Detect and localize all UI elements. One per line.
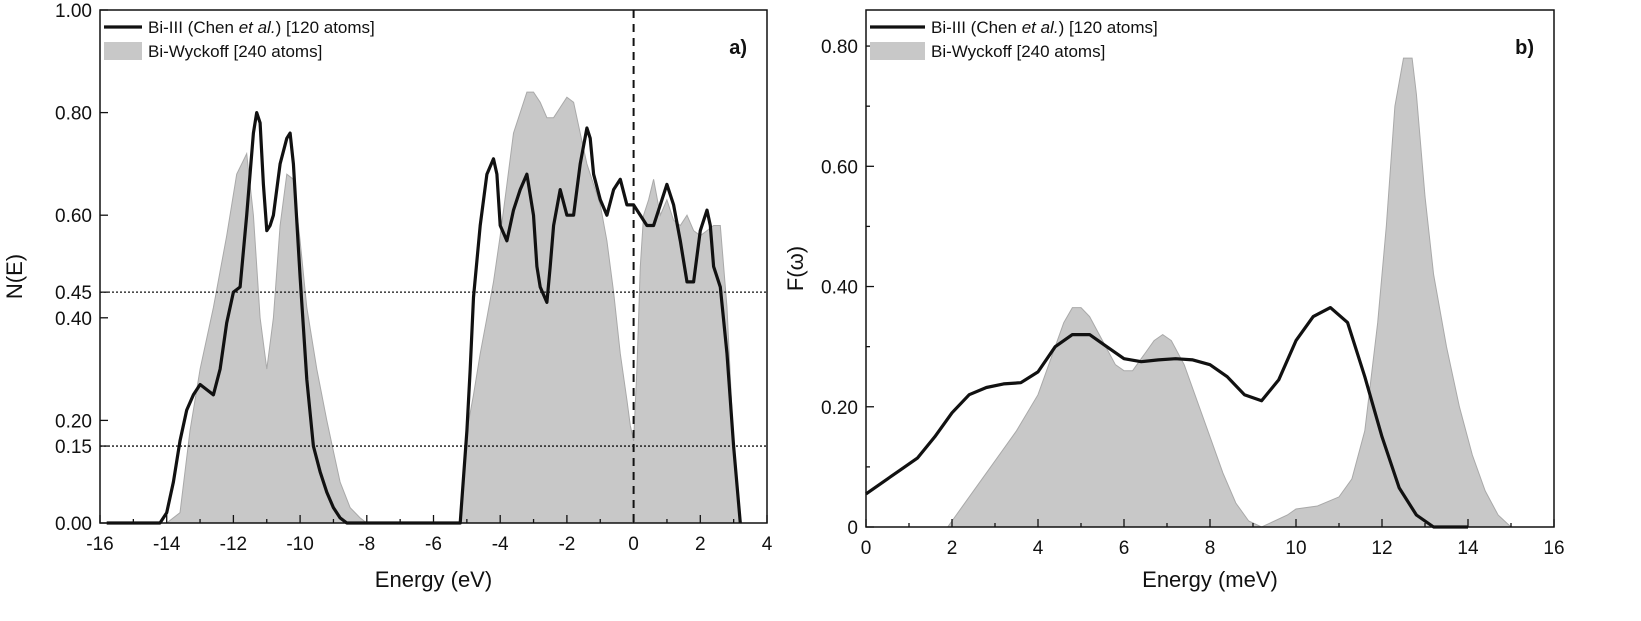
bi-wyckoff-area-b (946, 57, 1513, 528)
panel-a: -16 -14 -12 -10 -8 -6 -4 -2 0 2 4 0.00 0.15 0.20 0.40… (2, 1, 773, 592)
y-tick-label: 0.40 (821, 278, 858, 299)
x-tick-label: 4 (1033, 538, 1044, 559)
panel-label-b: b) (1515, 37, 1534, 59)
x-axis-title-a: Energy (eV) (375, 567, 492, 592)
y-tick-label: 0.15 (55, 437, 92, 458)
x-tick-label: -10 (286, 534, 313, 555)
y-axis-b: 0 0.20 0.40 0.60 0.80 (821, 37, 874, 539)
legend-label: Bi-Wyckoff [240 atoms] (148, 42, 322, 61)
y-axis-title-b: F(ω) (783, 246, 808, 291)
x-tick-label: 16 (1543, 538, 1564, 559)
y-axis-title-a: N(E) (2, 254, 27, 299)
bi-iii-curve-a (106, 111, 742, 525)
y-tick-label: 0.00 (55, 514, 92, 535)
x-axis-b: 0 2 4 6 8 10 12 14 16 (861, 519, 1565, 559)
y-tick-label: 1.00 (55, 1, 92, 22)
y-tick-label: 0.60 (821, 157, 858, 178)
x-tick-label: 2 (947, 538, 958, 559)
x-tick-label: 0 (861, 538, 872, 559)
x-tick-label: -8 (358, 534, 375, 555)
y-tick-label: 0.80 (821, 37, 858, 58)
x-tick-label: -4 (492, 534, 509, 555)
y-axis-a: 0.00 0.15 0.20 0.40 0.45 0.60 0.80 1.00 (55, 1, 108, 535)
y-tick-label: 0.60 (55, 206, 92, 227)
panel-b: 0 2 4 6 8 10 12 14 16 0 0.20 0.40 0.60 0.80 Energy (… (783, 9, 1565, 592)
y-tick-label: 0.20 (821, 398, 858, 419)
panel-label-a: a) (729, 37, 747, 59)
legend-label: Bi-III (Chen et al.) [120 atoms] (148, 18, 375, 37)
legend-label: Bi-Wyckoff [240 atoms] (931, 42, 1105, 61)
x-tick-label: 6 (1119, 538, 1130, 559)
x-axis-a: -16 -14 -12 -10 -8 -6 -4 -2 0 2 4 (86, 515, 773, 555)
x-tick-label: -6 (425, 534, 442, 555)
y-tick-label: 0 (847, 518, 858, 539)
legend-swatch-area (870, 42, 925, 60)
y-tick-label: 0.80 (55, 104, 92, 125)
x-tick-label: -16 (86, 534, 113, 555)
y-tick-label: 0.20 (55, 411, 92, 432)
x-tick-label: 10 (1285, 538, 1306, 559)
x-tick-label: -2 (558, 534, 575, 555)
x-axis-title-b: Energy (meV) (1142, 567, 1278, 592)
y-tick-label: 0.40 (55, 309, 92, 330)
x-tick-label: 0 (628, 534, 639, 555)
legend-label: Bi-III (Chen et al.) [120 atoms] (931, 18, 1158, 37)
x-tick-label: 14 (1457, 538, 1479, 559)
x-tick-label: 2 (695, 534, 706, 555)
bi-iii-curve-b (865, 306, 1468, 529)
x-tick-label: 4 (762, 534, 773, 555)
x-tick-label: 12 (1371, 538, 1392, 559)
y-tick-label: 0.45 (55, 283, 92, 304)
x-tick-label: -12 (220, 534, 247, 555)
legend-swatch-area (104, 42, 142, 60)
x-tick-label: -14 (153, 534, 181, 555)
legend-a: Bi-III (Chen et al.) [120 atoms] Bi-Wycko… (104, 18, 375, 61)
x-tick-label: 8 (1205, 538, 1216, 559)
legend-b: Bi-III (Chen et al.) [120 atoms] Bi-Wycko… (870, 18, 1158, 61)
